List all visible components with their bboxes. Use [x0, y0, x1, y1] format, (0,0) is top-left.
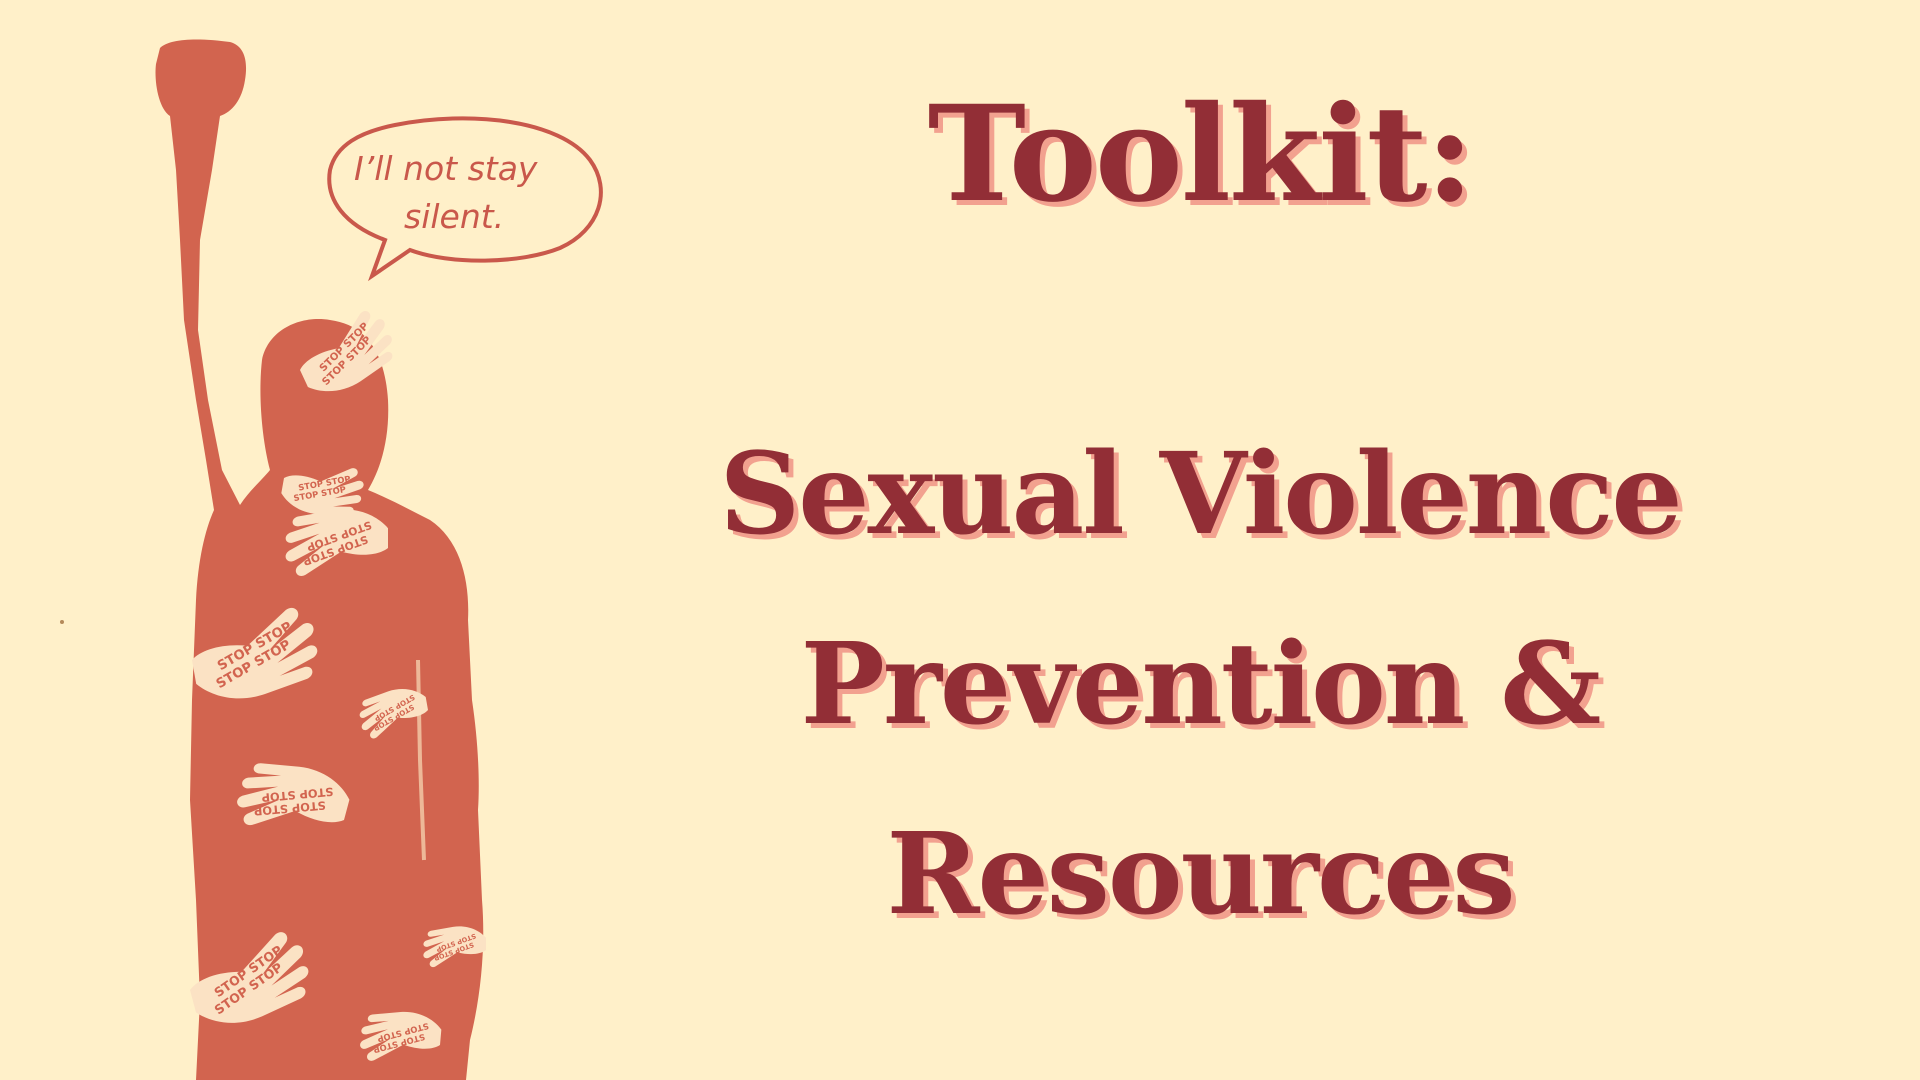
speech-bubble: I’ll not stay silent.	[327, 116, 603, 282]
toolkit-heading: Toolkit:	[927, 77, 1475, 232]
raised-fist-figure-illustration: STOP STOP STOP STOP I’ll not stay silent…	[60, 39, 603, 1080]
speech-line-2: silent.	[404, 197, 504, 236]
title-block: Toolkit: Sexual Violence Prevention & Re…	[640, 0, 1760, 1080]
speech-line-1: I’ll not stay	[354, 149, 538, 188]
title-line-sexual-violence: Sexual Violence	[719, 429, 1682, 560]
title-line-resources: Resources	[886, 809, 1515, 940]
title-line-prevention: Prevention &	[800, 619, 1602, 750]
